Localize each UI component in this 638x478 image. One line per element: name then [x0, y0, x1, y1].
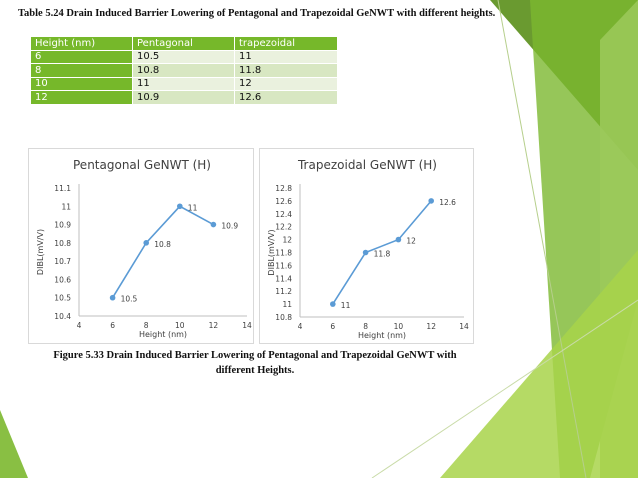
chart-title: Trapezoidal GeNWT (H)	[297, 158, 437, 172]
data-point	[109, 294, 116, 301]
x-tick-label: 14	[242, 321, 252, 330]
x-tick-label: 4	[298, 322, 303, 331]
x-tick-label: 12	[209, 321, 219, 330]
series-line	[332, 200, 432, 305]
y-tick-label: 10.4	[54, 312, 71, 321]
x-tick-label: 12	[426, 322, 436, 331]
y-axis-label: DIBL(mV/V)	[36, 229, 45, 275]
green-facet-bottom	[440, 250, 638, 478]
y-tick-label: 12.6	[275, 197, 292, 206]
data-label: 11	[341, 301, 351, 310]
y-tick-label: 11.6	[275, 261, 292, 270]
data-point	[362, 249, 369, 256]
green-facet-left	[0, 410, 28, 478]
y-tick-label: 10.8	[54, 239, 71, 248]
cell-height: 6	[30, 49, 133, 64]
data-point	[210, 221, 217, 228]
cell-trapezoidal: 12.6	[234, 90, 338, 105]
cell-height: 12	[30, 90, 133, 105]
y-tick-label: 11.2	[275, 287, 292, 296]
green-thin-line-2	[371, 299, 638, 478]
cell-height: 10	[30, 76, 133, 91]
x-axis-label: Height (nm)	[358, 331, 406, 340]
y-tick-label: 11	[282, 300, 292, 309]
chart-title: Pentagonal GeNWT (H)	[73, 158, 211, 172]
x-tick-label: 6	[110, 321, 115, 330]
data-point	[395, 236, 402, 243]
header-pentagonal: Pentagonal	[132, 36, 235, 51]
data-point	[143, 240, 149, 246]
x-tick-label: 6	[330, 322, 335, 331]
table-row: 8 10.8 11.8	[30, 63, 338, 78]
figure-caption-line-2: different Heights.	[215, 365, 295, 376]
trapezoidal-chart-panel: Trapezoidal GeNWT (H) 10.8 11 11.2 11.4 11.6 1…	[259, 148, 474, 344]
table-row: 6 10.5 11	[30, 49, 338, 64]
cell-height: 8	[30, 63, 133, 78]
x-tick-label: 4	[77, 321, 82, 330]
cell-pentagonal: 10.5	[132, 49, 235, 64]
y-tick-label: 12.2	[275, 223, 292, 232]
y-tick-label: 10.9	[54, 221, 71, 230]
x-tick-label: 10	[175, 321, 185, 330]
header-height: Height (nm)	[30, 36, 133, 51]
cell-trapezoidal: 12	[234, 76, 338, 91]
y-tick-label: 12	[282, 236, 292, 245]
data-label: 12.6	[439, 198, 456, 207]
x-tick-label: 14	[459, 322, 469, 331]
data-label: 11.8	[374, 250, 391, 259]
table-row: 12 10.9 12.6	[30, 90, 338, 105]
table-header-row: Height (nm) Pentagonal trapezoidal	[30, 36, 338, 51]
cell-pentagonal: 10.8	[132, 63, 235, 78]
pentagonal-chart-panel: Pentagonal GeNWT (H) 10.4 10.5 10.6 10.7 10.8…	[28, 148, 254, 344]
y-tick-label: 12.4	[275, 210, 292, 219]
cell-trapezoidal: 11.8	[234, 63, 338, 78]
data-label: 11	[188, 203, 198, 212]
trapezoidal-chart: Trapezoidal GeNWT (H) 10.8 11 11.2 11.4 11.6 1…	[267, 158, 469, 340]
y-tick-label: 10.6	[54, 275, 71, 284]
y-tick-label: 10.7	[54, 257, 71, 266]
x-tick-label: 10	[394, 322, 404, 331]
data-label: 10.8	[154, 240, 171, 249]
y-tick-label: 11.4	[275, 274, 292, 283]
y-axis-label: DIBL(mV/V)	[267, 229, 276, 275]
cell-trapezoidal: 11	[234, 49, 338, 64]
x-tick-label: 8	[363, 322, 368, 331]
green-thin-line	[497, 0, 587, 478]
cell-pentagonal: 11	[132, 76, 235, 91]
table-caption: Table 5.24 Drain Induced Barrier Lowerin…	[18, 8, 496, 19]
data-table: Height (nm) Pentagonal trapezoidal 6 10.…	[30, 36, 338, 105]
data-point	[428, 198, 434, 204]
pentagonal-chart: Pentagonal GeNWT (H) 10.4 10.5 10.6 10.7 10.8…	[36, 158, 252, 339]
y-tick-label: 10.5	[54, 294, 71, 303]
data-point	[330, 301, 336, 307]
header-trapezoidal: trapezoidal	[234, 36, 338, 51]
y-tick-label: 11.8	[275, 249, 292, 258]
figure-caption: Figure 5.33 Drain Induced Barrier Loweri…	[20, 348, 490, 378]
figure-caption-line-1: Figure 5.33 Drain Induced Barrier Loweri…	[53, 350, 457, 361]
y-tick-label: 12.8	[275, 184, 292, 193]
data-label: 12	[406, 237, 416, 246]
x-tick-label: 8	[144, 321, 149, 330]
y-tick-label: 10.8	[275, 313, 292, 322]
series-line	[111, 205, 214, 299]
x-axis-label: Height (nm)	[139, 330, 187, 339]
cell-pentagonal: 10.9	[132, 90, 235, 105]
data-label: 10.9	[221, 222, 238, 231]
data-label: 10.5	[121, 295, 138, 304]
y-tick-label: 11.1	[54, 184, 71, 193]
table-row: 10 11 12	[30, 76, 338, 91]
y-tick-label: 11	[61, 202, 71, 211]
data-point	[177, 203, 183, 210]
